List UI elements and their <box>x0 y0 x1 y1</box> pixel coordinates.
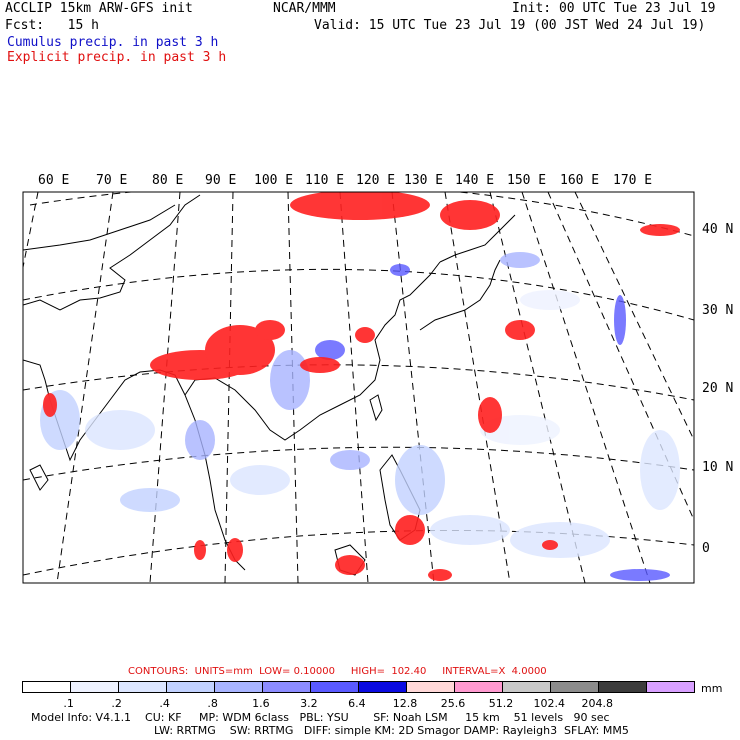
map-background <box>23 192 694 583</box>
colorbar-swatch <box>310 681 359 693</box>
longitude-label: 150 E <box>507 173 547 188</box>
legend-explicit: Explicit precip. in past 3 h <box>7 50 227 65</box>
colorbar-label: 1.6 <box>252 697 270 710</box>
colorbar-label: .8 <box>207 697 218 710</box>
longitude-label: 80 E <box>152 173 184 188</box>
colorbar-label: 6.4 <box>348 697 366 710</box>
colorbar-swatch <box>262 681 311 693</box>
explicit-precip <box>43 192 680 581</box>
colorbar-swatch <box>358 681 407 693</box>
colorbar-label: 51.2 <box>488 697 514 710</box>
colorbar-unit: mm <box>701 682 723 695</box>
colorbar-label: 204.8 <box>581 697 614 710</box>
forecast-hour: Fcst: 15 h <box>5 18 99 33</box>
colorbar-swatch <box>70 681 119 693</box>
colorbar-label: 102.4 <box>533 697 566 710</box>
colorbar-label: 25.6 <box>440 697 466 710</box>
colorbar-swatch <box>502 681 551 693</box>
colorbar-swatch <box>454 681 503 693</box>
colorbar-swatch <box>166 681 215 693</box>
valid-time: Valid: 15 UTC Tue 23 Jul 19 (00 JST Wed … <box>314 18 706 33</box>
colorbar-swatch <box>118 681 167 693</box>
latitude-label: 10 N <box>702 460 734 475</box>
longitude-label: 100 E <box>254 173 294 188</box>
longitude-label: 130 E <box>404 173 444 188</box>
org-label: NCAR/MMM <box>273 1 336 16</box>
longitude-label: 140 E <box>455 173 495 188</box>
colorbar-swatch <box>22 681 71 693</box>
longitude-label: 170 E <box>613 173 653 188</box>
latitude-label: 20 N <box>702 381 734 396</box>
contour-info: CONTOURS: UNITS=mm LOW= 0.10000 HIGH= 10… <box>128 666 547 677</box>
longitude-label: 60 E <box>38 173 70 188</box>
map-frame <box>22 191 695 584</box>
colorbar-label: .4 <box>159 697 170 710</box>
longitude-label: 70 E <box>96 173 128 188</box>
latitude-label: 40 N <box>702 222 734 237</box>
model-title: ACCLIP 15km ARW-GFS init <box>5 1 193 16</box>
colorbar-swatch <box>406 681 455 693</box>
colorbar-swatch <box>598 681 647 693</box>
colorbar-label: .2 <box>111 697 122 710</box>
colorbar-label: .1 <box>63 697 74 710</box>
longitude-label: 160 E <box>560 173 600 188</box>
latitude-label: 0 <box>702 541 710 556</box>
colorbar-swatch <box>214 681 263 693</box>
colorbar-swatch <box>550 681 599 693</box>
colorbar-label: 12.8 <box>392 697 418 710</box>
longitude-label: 90 E <box>205 173 237 188</box>
init-time: Init: 00 UTC Tue 23 Jul 19 <box>512 1 716 16</box>
colorbar-swatch <box>646 681 695 693</box>
legend-cumulus: Cumulus precip. in past 3 h <box>7 35 219 50</box>
colorbar-label: 3.2 <box>300 697 318 710</box>
model-info-line2: LW: RRTMG SW: RRTMG DIFF: simple KM: 2D … <box>154 724 629 737</box>
longitude-label: 110 E <box>305 173 345 188</box>
latitude-label: 30 N <box>702 303 734 318</box>
model-info-line1: Model Info: V4.1.1 CU: KF MP: WDM 6class… <box>31 711 610 724</box>
longitude-label: 120 E <box>356 173 396 188</box>
